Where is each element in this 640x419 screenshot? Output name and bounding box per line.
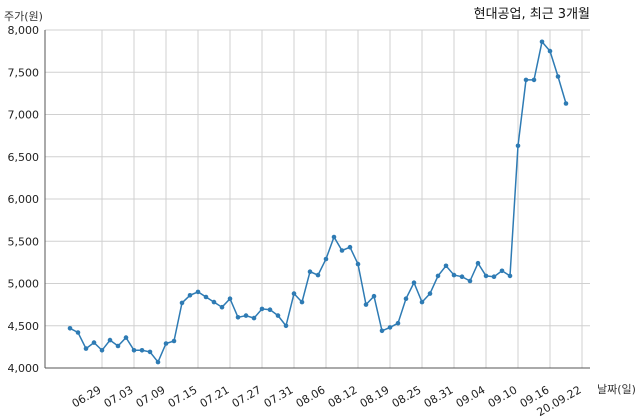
y-tick-labels: 4,000 4,500 5,000 5,500 6,000 6,500 7,000 7,500… bbox=[8, 24, 40, 375]
data-point bbox=[339, 248, 345, 253]
x-tick-label: 09.10 bbox=[486, 383, 520, 410]
data-point bbox=[219, 304, 225, 310]
data-point bbox=[355, 261, 361, 267]
x-tick-label: 08.06 bbox=[294, 383, 328, 410]
data-point bbox=[235, 315, 241, 320]
data-point bbox=[555, 74, 561, 79]
price-series bbox=[67, 39, 569, 365]
data-point bbox=[179, 300, 185, 306]
data-point bbox=[107, 337, 113, 343]
data-point bbox=[139, 348, 145, 353]
data-point bbox=[419, 299, 425, 305]
y-tick-label: 7,500 bbox=[8, 66, 40, 79]
y-tick-label: 5,000 bbox=[8, 278, 40, 291]
y-tick-label: 4,500 bbox=[8, 320, 40, 333]
y-tick-label: 5,500 bbox=[8, 235, 40, 248]
data-point bbox=[387, 325, 393, 330]
data-point bbox=[411, 280, 417, 286]
data-point bbox=[467, 278, 473, 284]
x-tick-label: 07.27 bbox=[230, 383, 264, 410]
data-point bbox=[275, 313, 281, 318]
data-point bbox=[251, 315, 257, 321]
data-point bbox=[323, 256, 329, 262]
data-point bbox=[67, 326, 73, 331]
y-tick-label: 6,500 bbox=[8, 151, 40, 164]
data-point bbox=[131, 348, 137, 353]
data-point bbox=[459, 274, 465, 280]
price-points bbox=[67, 39, 569, 365]
data-point bbox=[363, 302, 369, 307]
x-tick-label: 08.31 bbox=[422, 383, 456, 410]
x-axis-title: 날짜(일) bbox=[597, 382, 636, 396]
data-point bbox=[203, 294, 209, 300]
y-tick-label: 6,000 bbox=[8, 193, 40, 206]
data-point bbox=[347, 244, 353, 250]
data-point bbox=[523, 77, 529, 83]
data-point bbox=[531, 77, 537, 83]
x-tick-labels: 06.2907.0307.0907.1507.2107.2707.3108.06… bbox=[70, 383, 584, 419]
data-point bbox=[147, 349, 153, 355]
data-point bbox=[155, 359, 161, 365]
y-tick-label: 7,000 bbox=[8, 109, 40, 122]
data-point bbox=[283, 323, 289, 329]
axes bbox=[44, 30, 590, 369]
data-point bbox=[99, 348, 105, 353]
data-point bbox=[371, 293, 377, 299]
x-tick-label: 09.04 bbox=[454, 383, 488, 410]
data-point bbox=[427, 291, 433, 296]
data-point bbox=[291, 291, 297, 296]
x-tick-label: 08.19 bbox=[358, 383, 392, 410]
data-point bbox=[331, 234, 337, 240]
data-point bbox=[563, 101, 569, 106]
price-line bbox=[69, 40, 567, 364]
data-point bbox=[171, 338, 177, 344]
data-point bbox=[395, 320, 401, 326]
y-axis-title: 주가(원) bbox=[4, 10, 43, 23]
data-point bbox=[443, 263, 449, 269]
horizontal-gridlines bbox=[45, 29, 590, 369]
data-point bbox=[379, 328, 385, 334]
x-tick-label: 07.21 bbox=[198, 383, 232, 410]
data-point bbox=[315, 272, 321, 278]
data-point bbox=[75, 330, 81, 335]
x-tick-label: 08.12 bbox=[326, 383, 360, 410]
data-point bbox=[123, 335, 129, 340]
data-point bbox=[539, 39, 545, 45]
data-point bbox=[491, 274, 497, 280]
data-point bbox=[243, 313, 249, 318]
data-point bbox=[451, 272, 457, 278]
x-tick-label: 07.09 bbox=[134, 383, 168, 410]
y-tick-label: 8,000 bbox=[8, 24, 40, 37]
data-point bbox=[211, 299, 217, 305]
data-point bbox=[403, 296, 409, 302]
data-point bbox=[115, 343, 121, 349]
data-point bbox=[483, 273, 489, 279]
data-point bbox=[267, 307, 273, 313]
data-point bbox=[91, 340, 97, 345]
x-tick-label: 07.31 bbox=[262, 383, 296, 410]
data-point bbox=[163, 341, 169, 346]
data-point bbox=[507, 273, 513, 279]
data-point bbox=[299, 299, 305, 305]
data-point bbox=[475, 260, 481, 266]
x-tick-label: 07.15 bbox=[166, 383, 200, 410]
data-point bbox=[259, 306, 265, 312]
data-point bbox=[83, 346, 89, 351]
data-point bbox=[435, 273, 441, 279]
chart-title: 현대공업, 최근 3개월 bbox=[474, 7, 590, 22]
data-point bbox=[187, 293, 193, 298]
data-point bbox=[499, 268, 505, 274]
data-point bbox=[515, 143, 521, 149]
data-point bbox=[195, 289, 201, 295]
x-tick-label: 08.25 bbox=[390, 383, 424, 410]
data-point bbox=[547, 48, 553, 54]
y-tick-label: 4,000 bbox=[8, 362, 40, 375]
data-point bbox=[307, 269, 313, 275]
x-tick-label: 07.03 bbox=[102, 383, 136, 410]
x-tick-label: 06.29 bbox=[70, 383, 104, 410]
data-point bbox=[227, 296, 233, 302]
